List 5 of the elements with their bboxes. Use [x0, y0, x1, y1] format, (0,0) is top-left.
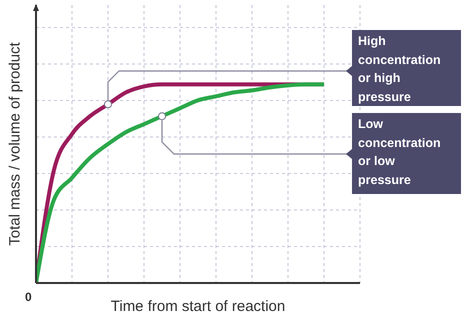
text: 0 — [25, 290, 32, 304]
x-axis-title: Time from start of reaction — [110, 298, 286, 315]
y-axis-title: Total mass / volume of product — [6, 41, 24, 246]
text: Low concentration or low pressure — [352, 113, 461, 194]
text: High concentration or high pressure — [352, 30, 461, 106]
